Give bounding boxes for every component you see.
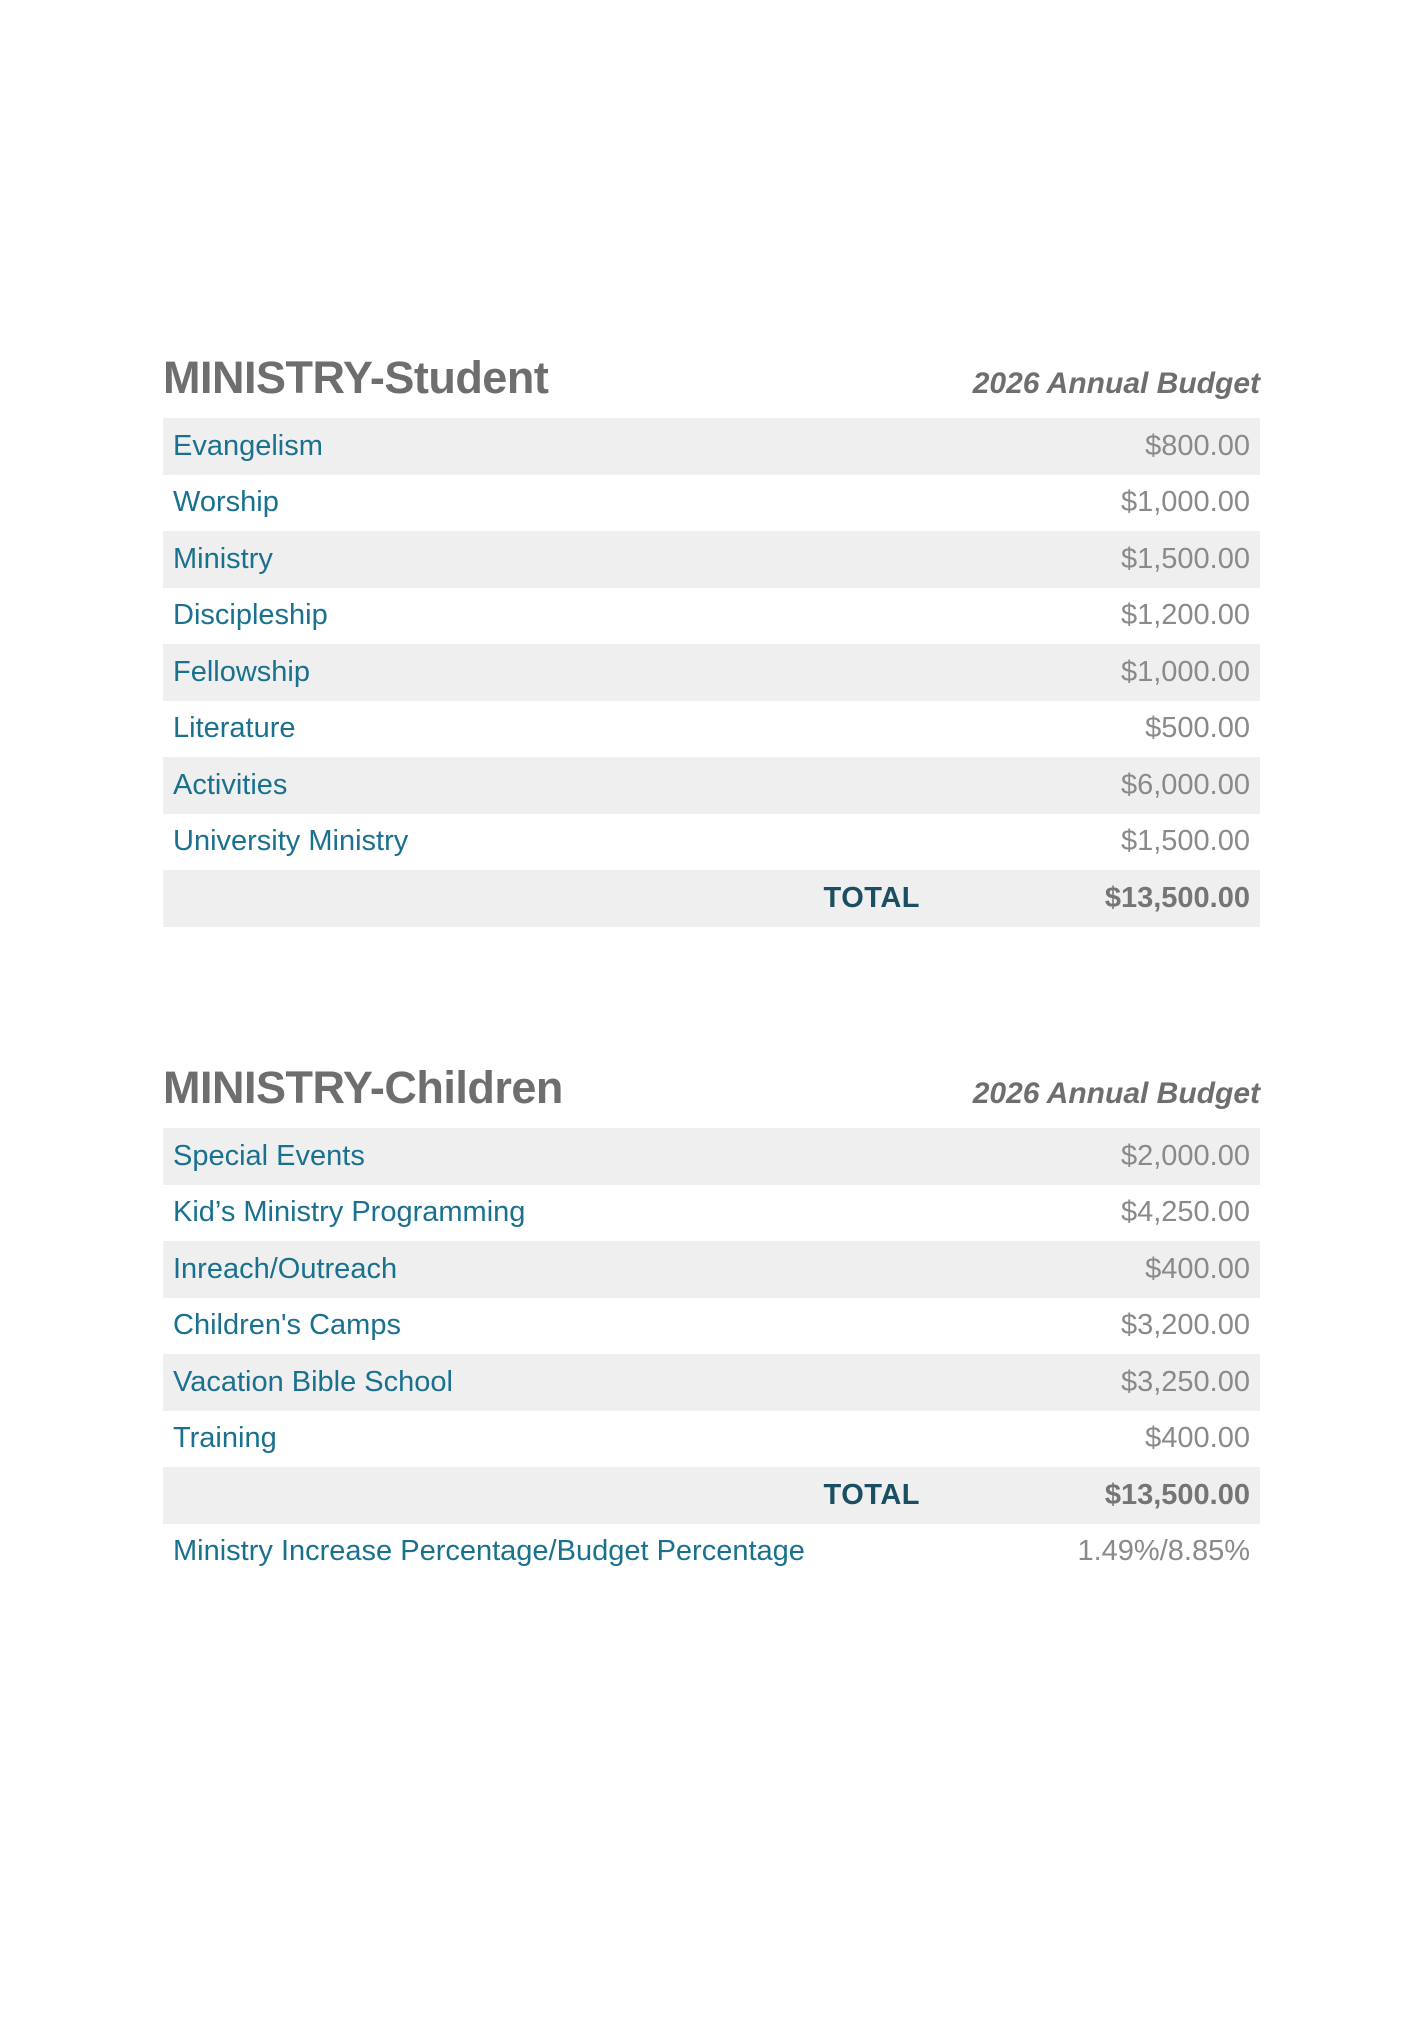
- table-row: Literature $500.00: [163, 700, 1260, 757]
- row-label: Inreach/Outreach: [173, 1252, 398, 1285]
- total-label: TOTAL: [823, 1478, 920, 1511]
- row-label: Ministry: [173, 542, 273, 575]
- budget-year-label: 2026 Annual Budget: [972, 367, 1260, 400]
- percentage-label: Ministry Increase Percentage/Budget Perc…: [173, 1535, 805, 1568]
- row-label: Kid’s Ministry Programming: [173, 1196, 526, 1229]
- row-label: University Ministry: [173, 825, 409, 858]
- table-row: Worship $1,000.00: [163, 474, 1260, 531]
- percentage-value: 1.49%/8.85%: [1077, 1535, 1250, 1568]
- section-ministry-student: MINISTRY-Student 2026 Annual Budget Evan…: [163, 352, 1260, 927]
- total-label: TOTAL: [823, 881, 920, 914]
- table-row: Evangelism $800.00: [163, 418, 1260, 475]
- row-label: Special Events: [173, 1139, 365, 1172]
- section-header: MINISTRY-Children 2026 Annual Budget: [163, 1062, 1260, 1113]
- row-value: $1,500.00: [1120, 825, 1250, 858]
- table-row: Activities $6,000.00: [163, 757, 1260, 814]
- table-row: Children's Camps $3,200.00: [163, 1297, 1260, 1354]
- table-row: Special Events $2,000.00: [163, 1128, 1260, 1185]
- row-value: $2,000.00: [1120, 1139, 1250, 1172]
- row-label: Worship: [173, 486, 279, 519]
- total-value: $13,500.00: [1104, 1478, 1250, 1511]
- row-value: $500.00: [1145, 712, 1250, 745]
- table-row: Fellowship $1,000.00: [163, 644, 1260, 701]
- section-title-student: MINISTRY-Student: [163, 352, 549, 403]
- table-row: Discipleship $1,200.00: [163, 587, 1260, 644]
- children-budget-table: Special Events $2,000.00 Kid’s Ministry …: [163, 1128, 1260, 1580]
- row-label: Training: [173, 1422, 277, 1455]
- table-row: University Ministry $1,500.00: [163, 813, 1260, 870]
- section-ministry-children: MINISTRY-Children 2026 Annual Budget Spe…: [163, 1062, 1260, 1580]
- row-label: Vacation Bible School: [173, 1365, 453, 1398]
- total-row: TOTAL $13,500.00: [163, 870, 1260, 927]
- section-header: MINISTRY-Student 2026 Annual Budget: [163, 352, 1260, 403]
- row-value: $6,000.00: [1120, 768, 1250, 801]
- total-value: $13,500.00: [1104, 881, 1250, 914]
- row-label: Literature: [173, 712, 296, 745]
- row-value: $3,250.00: [1120, 1365, 1250, 1398]
- row-label: Evangelism: [173, 429, 323, 462]
- total-row: TOTAL $13,500.00: [163, 1467, 1260, 1524]
- row-value: $1,000.00: [1120, 486, 1250, 519]
- table-row: Ministry $1,500.00: [163, 531, 1260, 588]
- row-value: $400.00: [1145, 1422, 1250, 1455]
- student-budget-table: Evangelism $800.00 Worship $1,000.00 Min…: [163, 418, 1260, 927]
- row-value: $800.00: [1145, 429, 1250, 462]
- row-value: $1,200.00: [1120, 599, 1250, 632]
- row-value: $400.00: [1145, 1252, 1250, 1285]
- row-label: Activities: [173, 768, 288, 801]
- row-label: Children's Camps: [173, 1309, 401, 1342]
- row-value: $4,250.00: [1120, 1196, 1250, 1229]
- table-row: Vacation Bible School $3,250.00: [163, 1354, 1260, 1411]
- row-label: Fellowship: [173, 655, 310, 688]
- table-row: Training $400.00: [163, 1410, 1260, 1467]
- row-value: $3,200.00: [1120, 1309, 1250, 1342]
- percentage-row: Ministry Increase Percentage/Budget Perc…: [163, 1523, 1260, 1580]
- row-value: $1,500.00: [1120, 542, 1250, 575]
- budget-year-label: 2026 Annual Budget: [972, 1077, 1260, 1110]
- section-title-children: MINISTRY-Children: [163, 1062, 563, 1113]
- table-row: Inreach/Outreach $400.00: [163, 1241, 1260, 1298]
- row-value: $1,000.00: [1120, 655, 1250, 688]
- table-row: Kid’s Ministry Programming $4,250.00: [163, 1184, 1260, 1241]
- row-label: Discipleship: [173, 599, 328, 632]
